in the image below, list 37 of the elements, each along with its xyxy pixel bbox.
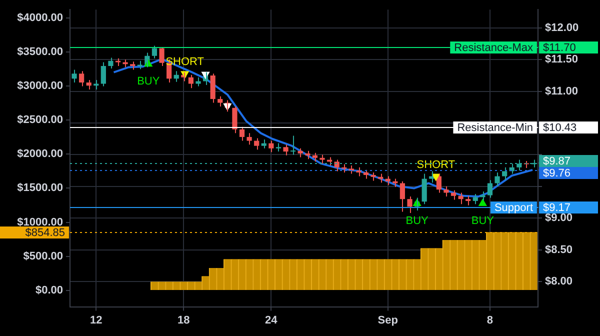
x-tick-label: Sep	[378, 314, 398, 326]
y-tick-label: $2500.00	[17, 114, 63, 126]
ref-line-label: Resistance-Min	[457, 122, 534, 134]
y2-tick-label: $9.00	[545, 212, 573, 224]
y-tick-label: $854.85	[25, 227, 65, 240]
x-tick-label: 24	[265, 314, 278, 326]
x-tick-label: 8	[486, 314, 494, 326]
y-tick-label: $1000.00	[17, 216, 63, 228]
series-label: BUY	[406, 215, 430, 228]
y-tick-label: $4000.00	[17, 12, 63, 24]
text: BUY	[471, 215, 494, 228]
y-tick-label: $3500.00	[17, 46, 63, 58]
y2-tick-label: $9.76	[543, 168, 571, 180]
candlestick	[370, 172, 376, 182]
y-tick-label: $1500.00	[17, 182, 63, 194]
candlestick	[137, 60, 142, 70]
y2-tick-label: $11.50	[545, 54, 578, 66]
y2-tick-label: $11.70	[543, 42, 576, 54]
y2-tick-label: $11.00	[545, 85, 578, 98]
y2-tick-label: $9.17	[543, 202, 571, 214]
x-tick-label: 18	[178, 314, 190, 326]
candlestick	[246, 132, 252, 146]
x-tick-label: 12	[90, 314, 102, 326]
y-tick-label: $0.00	[35, 284, 63, 296]
y-tick-label: $2000.00	[17, 148, 63, 160]
candlestick	[276, 142, 282, 152]
y2-tick-label: $8.00	[545, 275, 573, 288]
text: BUY	[137, 76, 160, 88]
y-tick-label: $500.00	[23, 250, 63, 262]
y2-tick-label: $10.43	[543, 122, 577, 134]
ref-line-label: Support	[494, 202, 534, 214]
ref-line-label: Resistance-Max	[454, 42, 534, 54]
candlestick	[320, 154, 325, 164]
y2-tick-label: $9.87	[543, 156, 571, 168]
y2-tick-label: $8.50	[545, 244, 573, 256]
y2-tick-label: $12.00	[545, 22, 579, 34]
y-tick-label: $3000.00	[17, 80, 63, 92]
